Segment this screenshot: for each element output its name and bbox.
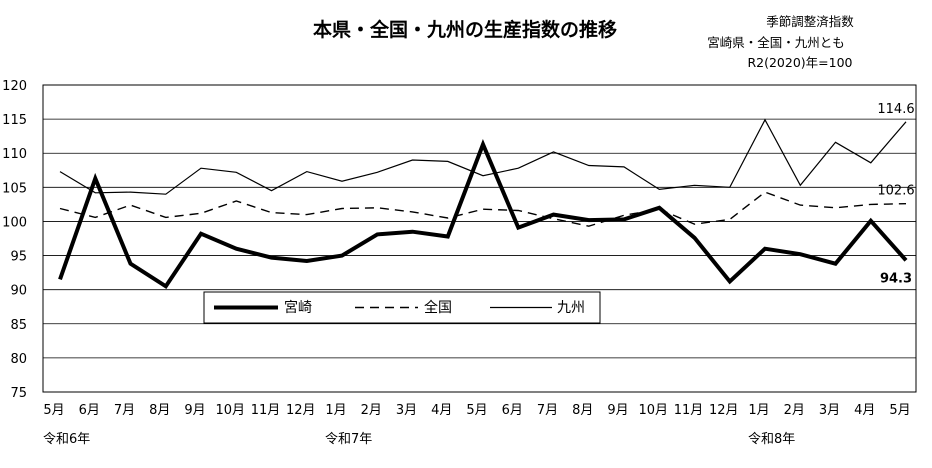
x-tick-label: 12月 (709, 403, 739, 418)
x-tick-label: 12月 (286, 403, 316, 418)
y-tick-label: 115 (2, 113, 27, 128)
data-label: 94.3 (880, 271, 912, 286)
y-tick-label: 80 (10, 352, 27, 367)
chart-title: 本県・全国・九州の生産指数の推移 (313, 18, 617, 41)
note-line-1: 季節調整済指数 (766, 14, 854, 29)
x-tick-label: 5月 (43, 403, 64, 418)
x-tick-label: 3月 (396, 403, 417, 418)
data-label: 114.6 (877, 102, 914, 117)
x-tick-label: 11月 (674, 403, 704, 418)
legend: 宮崎 全国 九州 (203, 291, 601, 324)
x-tick-label: 2月 (784, 403, 805, 418)
x-tick-label: 6月 (79, 403, 100, 418)
x-tick-label: 7月 (114, 403, 135, 418)
y-tick-label: 85 (10, 318, 27, 333)
era-labels: 令和6年 令和7年 令和8年 (43, 432, 795, 447)
x-tick-label: 7月 (537, 403, 558, 418)
note-line-2: 宮崎県・全国・九州とも (707, 35, 845, 50)
era-label: 令和7年 (325, 432, 372, 447)
x-tick-label: 5月 (466, 403, 487, 418)
x-tick-label: 9月 (184, 403, 205, 418)
x-tick-label: 4月 (854, 403, 875, 418)
x-tick-label: 8月 (149, 403, 170, 418)
y-tick-label: 90 (10, 284, 27, 299)
legend-label-miyazaki: 宮崎 (284, 300, 312, 316)
legend-label-kyushu: 九州 (557, 300, 585, 316)
x-tick-label: 10月 (215, 403, 245, 418)
series-line-kyushu (59, 118, 907, 195)
x-tick-label: 2月 (361, 403, 382, 418)
data-labels: 114.6 102.6 94.3 (877, 102, 914, 286)
x-tick-label: 11月 (251, 403, 281, 418)
y-tick-label: 100 (2, 215, 27, 230)
series-line-miyazaki (58, 139, 908, 290)
data-label: 102.6 (877, 184, 914, 199)
note-line-3: R2(2020)年=100 (747, 55, 852, 70)
era-label: 令和6年 (43, 432, 90, 447)
y-tick-label: 75 (10, 386, 27, 401)
series-lines (58, 118, 908, 290)
era-label: 令和8年 (748, 432, 795, 447)
x-tick-label: 5月 (889, 403, 910, 418)
x-tick-label: 3月 (819, 403, 840, 418)
y-tick-label: 120 (2, 79, 27, 94)
y-tick-label: 95 (10, 250, 27, 265)
y-tick-label: 110 (2, 147, 27, 162)
x-tick-label: 6月 (502, 403, 523, 418)
legend-label-national: 全国 (424, 299, 452, 316)
x-tick-label: 9月 (607, 403, 628, 418)
x-tick-label: 1月 (748, 403, 769, 418)
x-tick-label: 1月 (325, 403, 346, 418)
plot-frame (42, 84, 917, 393)
x-tick-label: 10月 (638, 403, 668, 418)
x-axis-ticks: 5月 6月 7月 8月 9月 10月 11月 12月 1月 2月 3月 4月 5月 6月 7月 8月 9月 10月… (43, 403, 910, 418)
y-axis-ticks: 75 80 85 90 95 100 105 110 115 120 (2, 79, 27, 401)
y-tick-label: 105 (2, 181, 27, 196)
x-tick-label: 8月 (572, 403, 593, 418)
x-tick-label: 4月 (431, 403, 452, 418)
